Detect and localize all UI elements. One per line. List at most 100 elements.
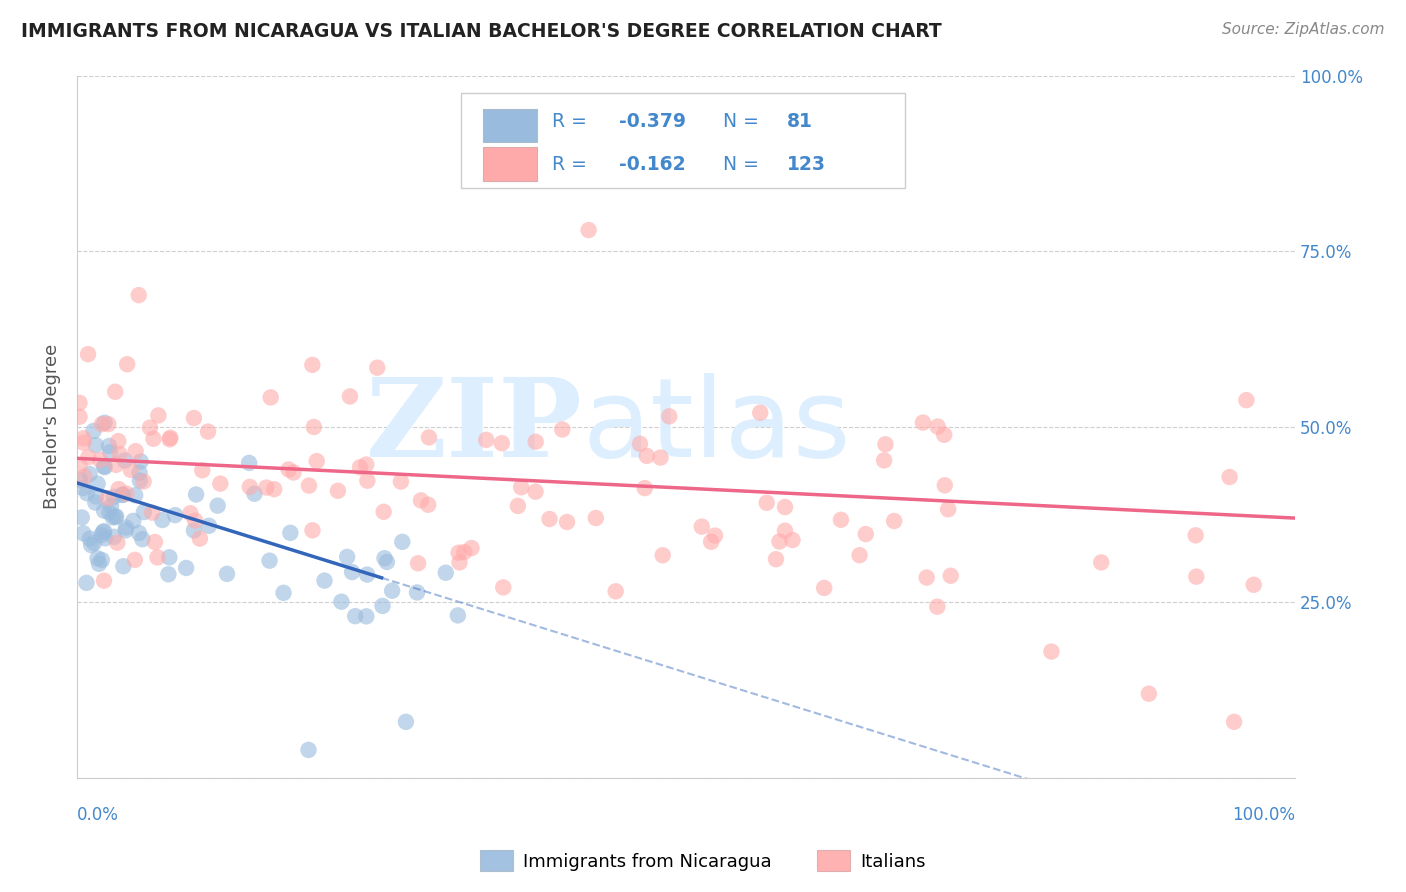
Point: [366, 360, 388, 375]
Point: [373, 505, 395, 519]
Point: [188, 532, 211, 546]
Point: [87, 557, 110, 571]
Point: [84, 490, 107, 504]
Point: [578, 223, 600, 237]
Point: [76, 486, 98, 500]
Point: [139, 420, 162, 434]
Point: [100, 499, 122, 513]
Point: [90, 528, 112, 542]
Point: [111, 488, 134, 502]
Point: [700, 534, 723, 549]
Point: [70, 510, 93, 524]
Point: [636, 449, 658, 463]
Point: [128, 526, 150, 541]
Point: [238, 456, 260, 470]
Point: [449, 556, 471, 570]
Point: [146, 550, 169, 565]
Point: [120, 463, 142, 477]
Point: [69, 409, 91, 424]
Point: [254, 481, 277, 495]
Point: [107, 482, 129, 496]
Point: [90, 553, 112, 567]
Point: [506, 499, 529, 513]
Point: [273, 586, 295, 600]
Point: [72, 431, 94, 445]
Point: [934, 478, 956, 492]
Point: [115, 520, 138, 534]
Point: [98, 505, 121, 519]
Point: [344, 609, 367, 624]
Point: [524, 434, 547, 449]
Point: [280, 525, 302, 540]
Point: [159, 431, 181, 445]
Point: [84, 438, 107, 452]
Point: [773, 524, 796, 538]
Point: [409, 493, 432, 508]
Point: [651, 549, 673, 563]
Point: [94, 531, 117, 545]
Point: [76, 575, 98, 590]
Point: [184, 487, 207, 501]
Point: [605, 584, 627, 599]
Point: [475, 433, 498, 447]
Point: [105, 458, 128, 472]
Point: [259, 554, 281, 568]
Point: [107, 434, 129, 449]
Legend: Immigrants from Nicaragua, Italians: Immigrants from Nicaragua, Italians: [472, 843, 934, 879]
Point: [277, 462, 299, 476]
Point: [1243, 578, 1265, 592]
Point: [90, 417, 112, 432]
Point: [555, 515, 578, 529]
Point: [782, 533, 804, 547]
Point: [628, 437, 651, 451]
Point: [150, 513, 173, 527]
Text: N =: N =: [723, 154, 765, 174]
Point: [157, 567, 180, 582]
Point: [165, 508, 187, 523]
Point: [72, 481, 94, 495]
Point: [89, 453, 111, 467]
Point: [115, 486, 138, 500]
Point: [105, 509, 128, 524]
Point: [873, 453, 896, 467]
Point: [104, 384, 127, 399]
Point: [755, 496, 778, 510]
Point: [381, 583, 404, 598]
Point: [634, 481, 657, 495]
Point: [453, 545, 475, 559]
Point: [339, 389, 361, 403]
Point: [239, 480, 262, 494]
Text: Source: ZipAtlas.com: Source: ZipAtlas.com: [1222, 22, 1385, 37]
Point: [80, 538, 103, 552]
Point: [103, 490, 125, 504]
Text: R =: R =: [553, 112, 593, 131]
Point: [371, 599, 394, 613]
Point: [749, 406, 772, 420]
Point: [215, 566, 238, 581]
Text: 0.0%: 0.0%: [77, 806, 120, 824]
Point: [77, 347, 100, 361]
Point: [418, 498, 440, 512]
Point: [883, 514, 905, 528]
Point: [128, 288, 150, 302]
Point: [124, 553, 146, 567]
Point: [97, 491, 120, 506]
Point: [128, 466, 150, 480]
Point: [936, 502, 959, 516]
FancyBboxPatch shape: [461, 93, 905, 188]
Point: [131, 533, 153, 547]
Y-axis label: Bachelor's Degree: Bachelor's Degree: [44, 344, 60, 509]
Point: [143, 535, 166, 549]
Point: [1234, 393, 1257, 408]
Point: [855, 527, 877, 541]
Point: [124, 488, 146, 502]
Point: [283, 466, 305, 480]
Point: [848, 548, 870, 562]
Point: [108, 447, 131, 461]
FancyBboxPatch shape: [482, 109, 537, 142]
Point: [86, 551, 108, 566]
Point: [927, 599, 949, 614]
Point: [813, 581, 835, 595]
Point: [132, 475, 155, 489]
Text: R =: R =: [553, 154, 593, 174]
